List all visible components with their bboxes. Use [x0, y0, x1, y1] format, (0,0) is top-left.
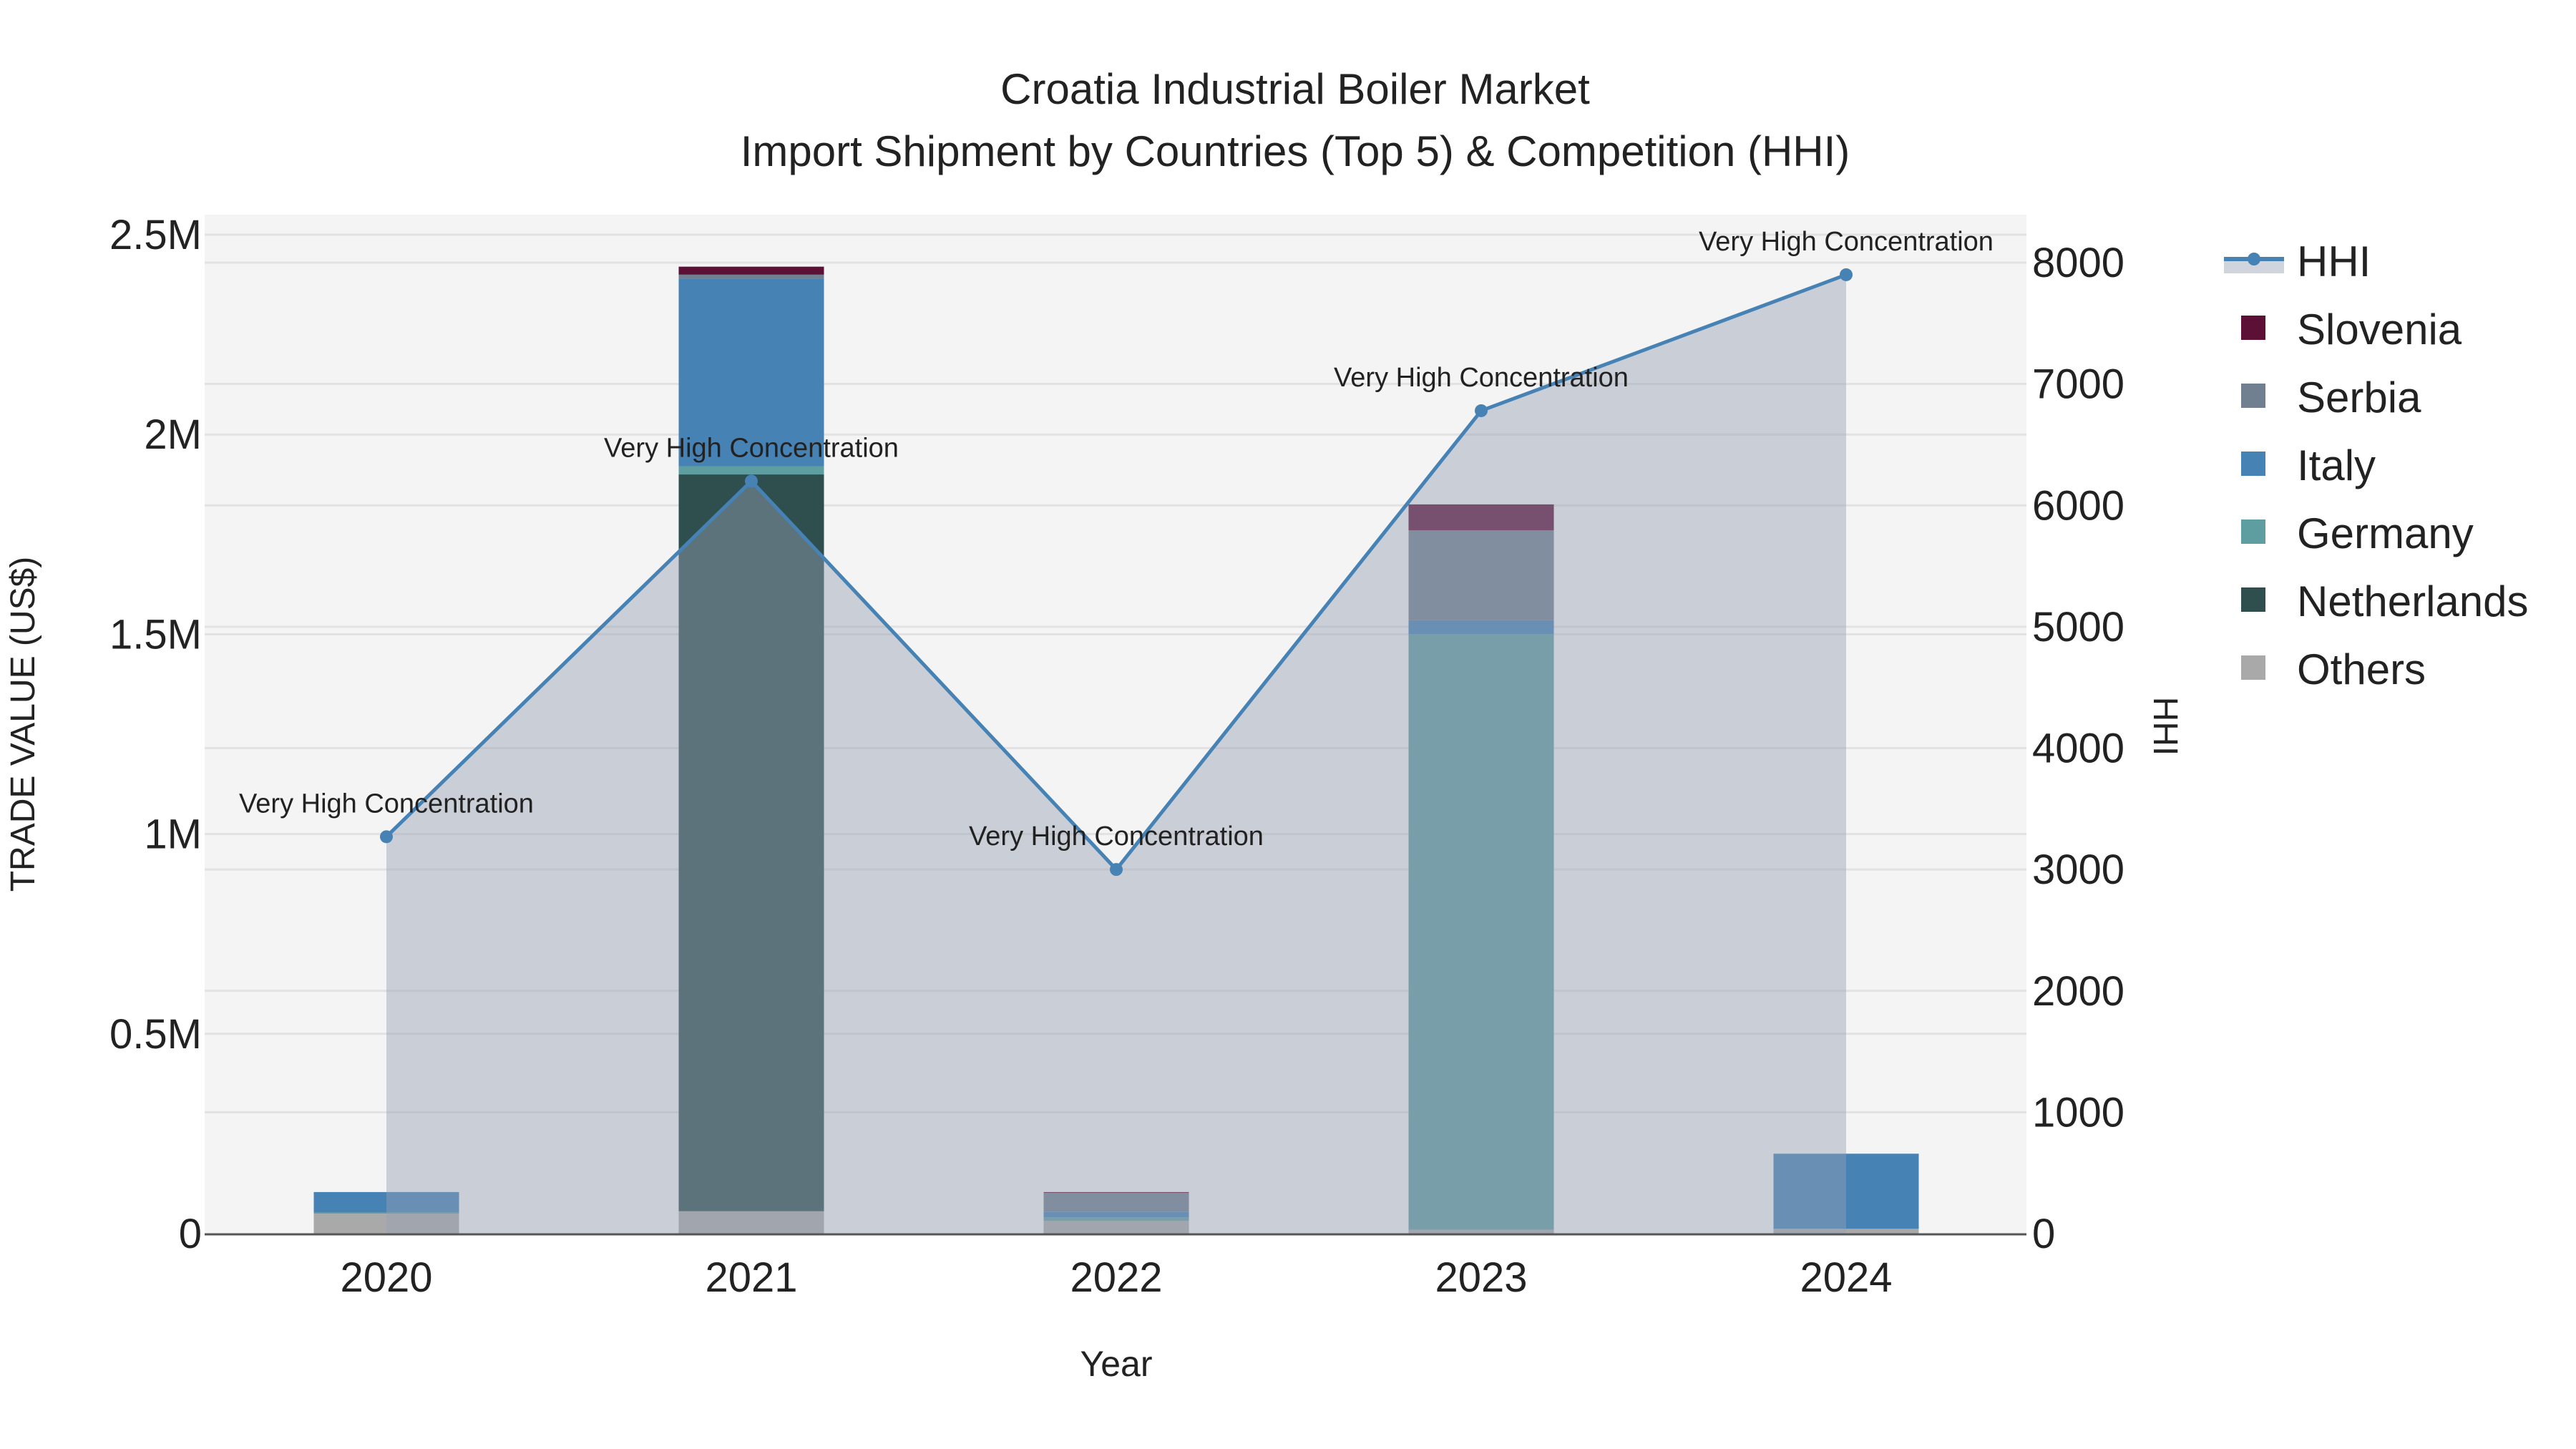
legend-label-slovenia: Slovenia — [2297, 306, 2462, 353]
y2-tick-label: 1000 — [2032, 1089, 2124, 1136]
hhi-annotation: Very High Concentration — [239, 789, 534, 819]
x-axis-title: Year — [1080, 1344, 1152, 1384]
hhi-annotation: Very High Concentration — [604, 433, 899, 463]
x-tick-label: 2024 — [1800, 1254, 1892, 1301]
bar-italy-2023 — [1408, 620, 1554, 635]
legend-label-netherlands: Netherlands — [2297, 577, 2529, 625]
bar-italy-2022 — [1043, 1211, 1189, 1218]
bar-germany-2021 — [678, 466, 824, 475]
legend-swatch-slovenia — [2241, 316, 2265, 340]
bar-italy-2020 — [313, 1191, 459, 1213]
legend-swatch-netherlands — [2241, 587, 2265, 612]
hhi-point-2024 — [1840, 268, 1853, 281]
y-axis-title: TRADE VALUE (US$) — [4, 557, 42, 892]
y2-tick-label: 6000 — [2032, 482, 2124, 529]
x-tick-label: 2023 — [1435, 1254, 1527, 1301]
bar-italy-2024 — [1773, 1153, 1919, 1229]
y2-tick-label: 0 — [2032, 1211, 2055, 1257]
hhi-point-2021 — [745, 474, 758, 488]
hhi-point-2023 — [1475, 404, 1488, 417]
bar-netherlands-2021 — [678, 474, 824, 1211]
y2-tick-label: 8000 — [2032, 240, 2124, 286]
hhi-series: Very High Concentration Very High Concent… — [239, 227, 1994, 1234]
bar-others-2020 — [313, 1214, 459, 1234]
bar-others-2023 — [1408, 1229, 1554, 1234]
hhi-point-2020 — [380, 830, 393, 844]
bar-slovenia-2022 — [1043, 1191, 1189, 1194]
chart-title: Croatia Industrial Boiler Market — [1000, 65, 1590, 113]
hhi-annotation: Very High Concentration — [1334, 363, 1629, 393]
bar-others-2021 — [678, 1211, 824, 1234]
chart-subtitle: Import Shipment by Countries (Top 5) & C… — [741, 127, 1850, 175]
x-tick-label: 2022 — [1070, 1254, 1162, 1301]
legend-swatch-serbia — [2241, 384, 2265, 408]
legend-label-germany: Germany — [2297, 509, 2474, 557]
bar-slovenia-2021 — [678, 266, 824, 275]
hhi-annotation: Very High Concentration — [969, 821, 1264, 852]
y2-tick-label: 2000 — [2032, 968, 2124, 1015]
bar-serbia-2022 — [1043, 1193, 1189, 1212]
legend-swatch-others — [2241, 655, 2265, 680]
bar-slovenia-2023 — [1408, 504, 1554, 531]
bar-others-2022 — [1043, 1221, 1189, 1234]
ticks: 0 0.5M 1M 1.5M 2M 2.5M 0 1000 2000 3000 4000 5000 60… — [109, 212, 2124, 1301]
y-tick-label: 0 — [179, 1211, 202, 1257]
bar-italy-2021 — [678, 278, 824, 467]
bar-serbia-2023 — [1408, 530, 1554, 620]
y2-tick-label: 5000 — [2032, 604, 2124, 650]
legend-swatch-italy — [2241, 452, 2265, 476]
y-tick-label: 1M — [144, 811, 202, 858]
y-tick-label: 1.5M — [109, 611, 202, 658]
y2-axis-title: HHI — [2146, 697, 2184, 756]
y-tick-label: 0.5M — [109, 1011, 202, 1058]
bars — [313, 266, 1919, 1234]
y-tick-label: 2.5M — [109, 212, 202, 258]
x-tick-label: 2020 — [340, 1254, 432, 1301]
legend: HHI Slovenia Serbia Italy Germany Netherlands… — [2224, 238, 2529, 693]
legend-hhi-marker — [2248, 253, 2260, 265]
bar-germany-2023 — [1408, 634, 1554, 1230]
gridlines — [205, 233, 2026, 1113]
hhi-annotation: Very High Concentration — [1699, 227, 1994, 257]
y2-tick-label: 7000 — [2032, 361, 2124, 408]
bar-serbia-2021 — [678, 274, 824, 279]
legend-label-serbia: Serbia — [2297, 374, 2421, 421]
hhi-point-2022 — [1110, 863, 1123, 877]
x-tick-label: 2021 — [705, 1254, 797, 1301]
bar-germany-2022 — [1043, 1217, 1189, 1221]
legend-label-italy: Italy — [2297, 441, 2376, 489]
legend-hhi-swatch — [2224, 259, 2284, 273]
bar-others-2024 — [1773, 1229, 1919, 1234]
legend-label-hhi: HHI — [2297, 238, 2371, 286]
legend-label-others: Others — [2297, 645, 2426, 693]
bar-germany-2020 — [313, 1212, 459, 1214]
y2-tick-label: 3000 — [2032, 847, 2124, 893]
legend-swatch-germany — [2241, 519, 2265, 544]
y-tick-label: 2M — [144, 411, 202, 458]
y2-tick-label: 4000 — [2032, 726, 2124, 772]
hhi-area — [386, 274, 1846, 1234]
